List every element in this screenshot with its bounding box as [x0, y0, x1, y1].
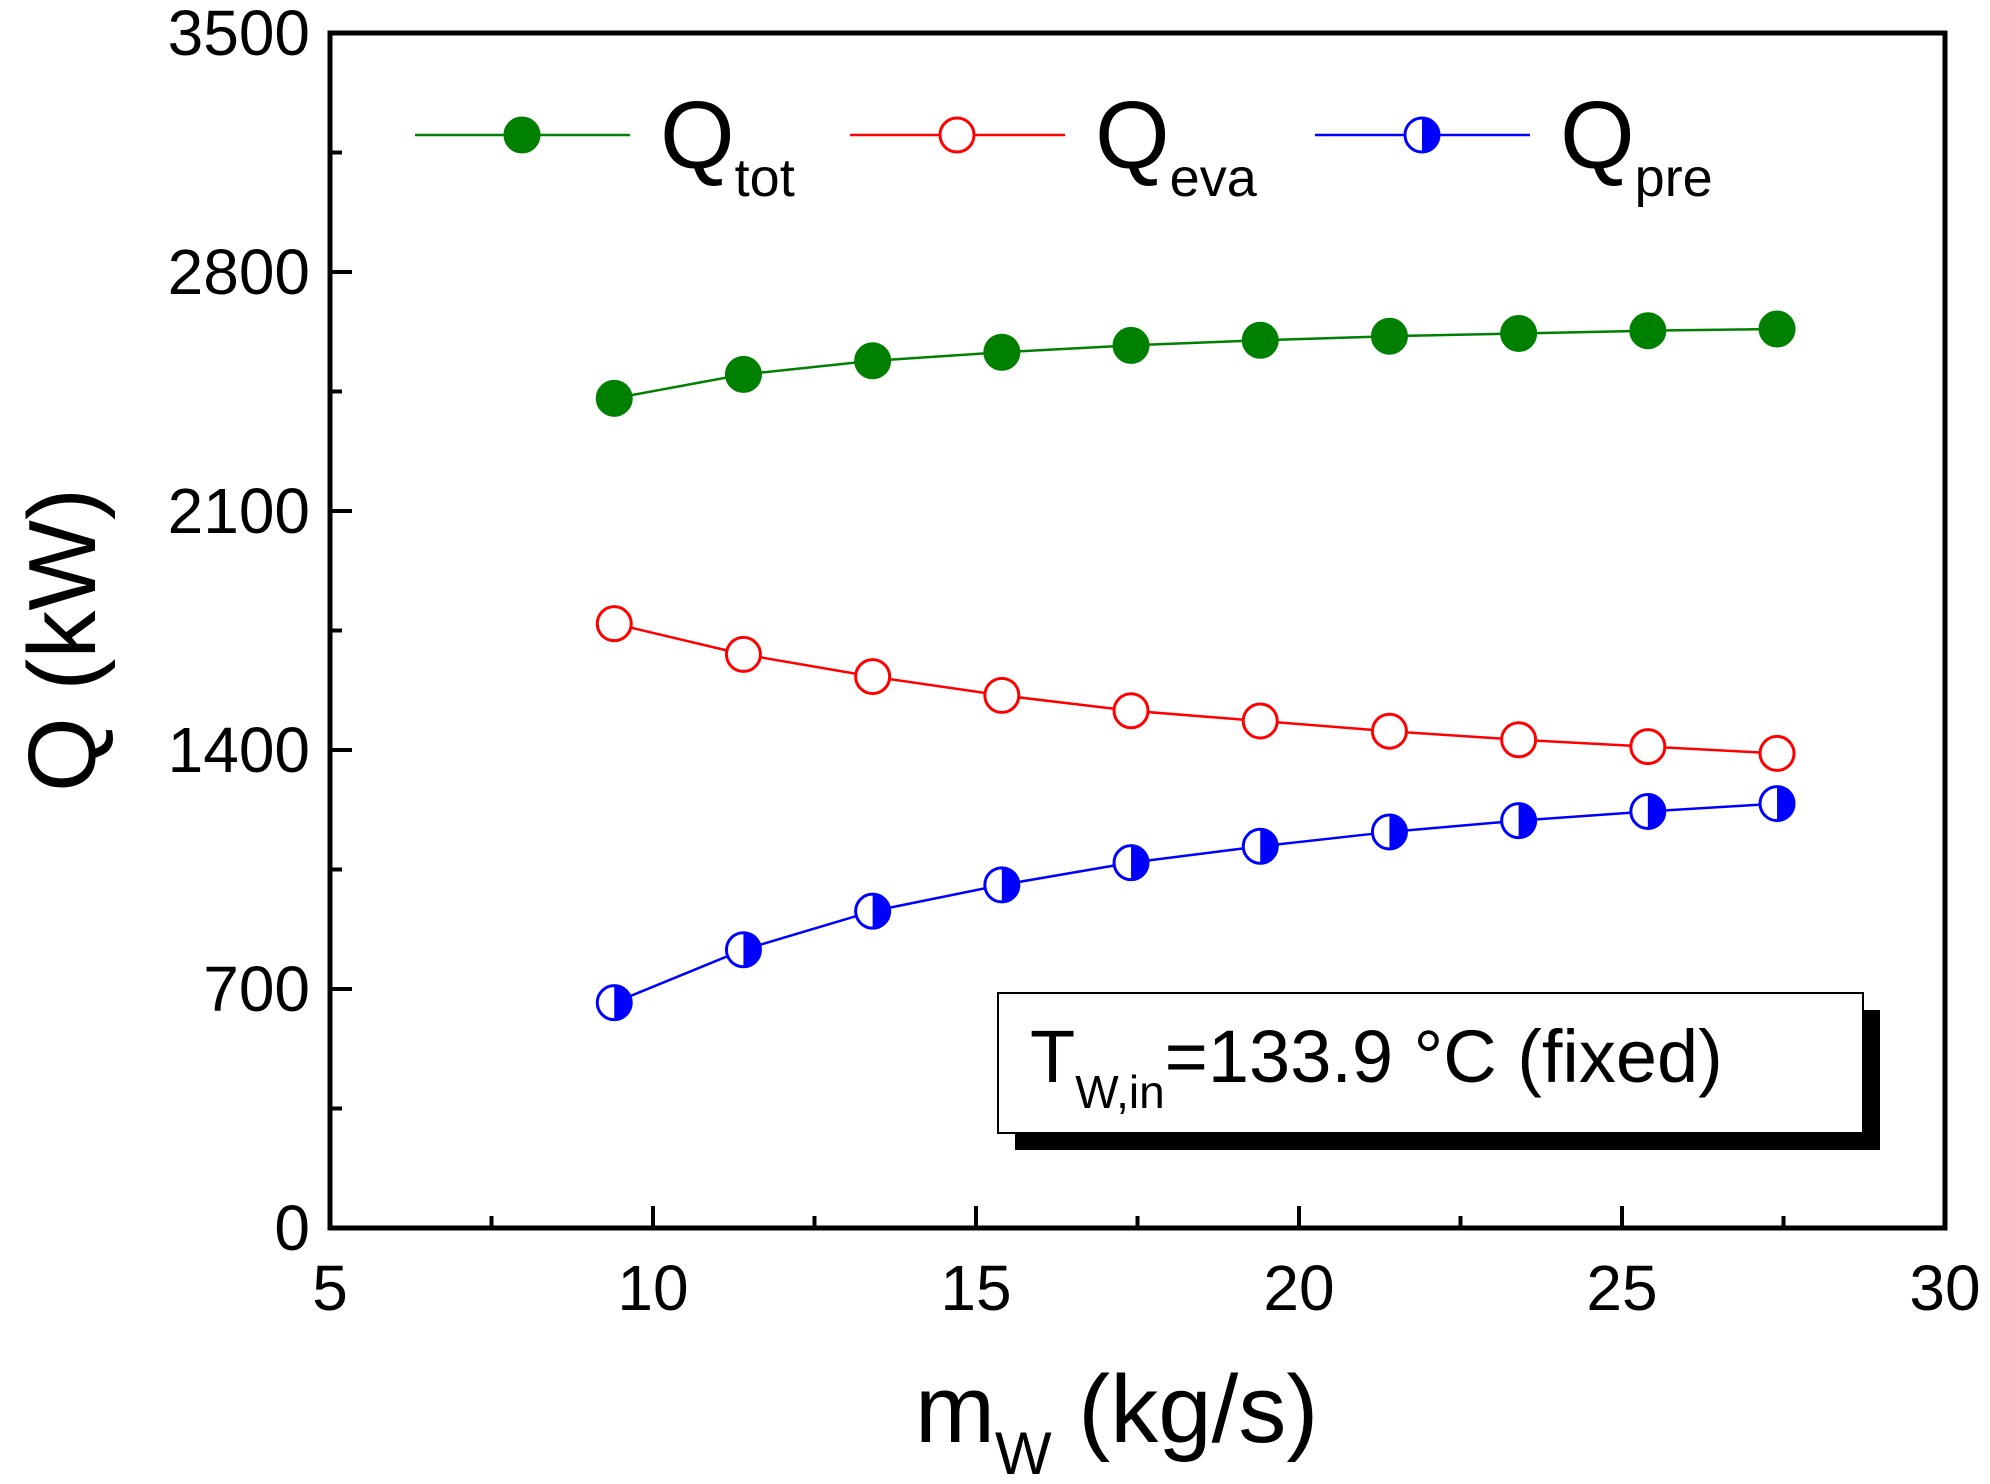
data-point: [938, 116, 976, 154]
x-axis-title-sub: W: [995, 1420, 1052, 1484]
tick-labels: 5 10 15 20 25 30 0 700 1400 2100 2800 3500: [168, 0, 1981, 1324]
data-point: [854, 658, 892, 696]
data-point-half-fill: [1389, 814, 1407, 849]
y-tick-label: 3500: [168, 0, 310, 69]
x-tick-label: 30: [1909, 1252, 1980, 1324]
series-line: [613, 622, 1778, 755]
data-point: [724, 931, 762, 969]
y-axis-title: Q (kW): [9, 488, 116, 792]
x-tick-label: 25: [1586, 1252, 1657, 1324]
data-point: [983, 866, 1021, 904]
data-point: [1500, 721, 1538, 759]
series-Q_pre: [595, 785, 1796, 1022]
x-axis-title-rest: (kg/s): [1052, 1356, 1319, 1463]
data-point: [1758, 310, 1796, 348]
x-axis-title-main: m: [915, 1356, 995, 1463]
data-point: [983, 333, 1021, 371]
annotation-frame: [997, 992, 1864, 1134]
x-tick-label: 20: [1263, 1252, 1334, 1324]
series-layer: [595, 310, 1796, 1022]
data-point: [1403, 116, 1441, 154]
legend-label: Qtot: [660, 82, 795, 208]
data-point: [1500, 314, 1538, 352]
x-tick-label: 15: [940, 1252, 1011, 1324]
data-point: [854, 342, 892, 380]
y-tick-label: 0: [274, 1192, 310, 1264]
series-Q_tot: [595, 310, 1796, 417]
data-point: [1370, 813, 1408, 851]
data-point: [1629, 728, 1667, 766]
data-point: [1500, 802, 1538, 840]
data-point: [1629, 792, 1667, 830]
data-point-half-fill: [872, 894, 890, 929]
legend-item-Q_pre: Qpre: [1315, 82, 1713, 208]
x-axis-title: mW (kg/s): [915, 1356, 1318, 1484]
series-line: [613, 802, 1778, 1004]
data-point: [1758, 785, 1796, 823]
data-point: [595, 605, 633, 643]
data-point: [724, 355, 762, 393]
data-point: [854, 892, 892, 930]
y-tick-label: 2100: [168, 475, 310, 547]
x-tick-label: 10: [617, 1252, 688, 1324]
annotation-box: TW,in=133.9 °C (fixed): [997, 992, 1880, 1150]
annotation-text: TW,in=133.9 °C (fixed): [1030, 1015, 1723, 1118]
data-point-half-fill: [1518, 803, 1536, 838]
data-point: [1629, 312, 1667, 350]
data-point-half-fill: [1001, 867, 1019, 902]
data-point-half-fill: [743, 932, 761, 967]
data-point-half-fill: [1647, 794, 1665, 829]
series-line: [614, 327, 1778, 400]
data-point: [595, 984, 633, 1022]
data-point: [1112, 326, 1150, 364]
data-point: [1241, 702, 1279, 740]
annotation-sub: W,in: [1075, 1066, 1164, 1118]
data-point: [503, 116, 541, 154]
data-point: [595, 379, 633, 417]
data-point: [1758, 734, 1796, 772]
data-point: [1370, 712, 1408, 750]
axis-ticks: [328, 31, 1947, 1230]
data-point-half-fill: [1777, 786, 1795, 821]
data-point-half-fill: [1422, 118, 1439, 152]
legend-item-Q_eva: Qeva: [850, 82, 1258, 208]
data-point-half-fill: [1131, 845, 1149, 880]
y-tick-label: 2800: [168, 236, 310, 308]
legend-label: Qeva: [1095, 82, 1258, 208]
x-tick-label: 5: [312, 1252, 348, 1324]
data-point: [1241, 321, 1279, 359]
data-point: [1112, 692, 1150, 730]
data-point-half-fill: [1260, 829, 1278, 864]
y-tick-label: 1400: [168, 714, 310, 786]
annotation-rest: =133.9 °C (fixed): [1165, 1015, 1723, 1098]
data-point: [724, 635, 762, 673]
data-point: [983, 676, 1021, 714]
legend-item-Q_tot: Qtot: [415, 82, 795, 208]
data-point: [1370, 317, 1408, 355]
legend: Qtot Qeva Qpre: [415, 82, 1713, 208]
data-point: [1112, 844, 1150, 882]
series-Q_eva: [595, 605, 1796, 772]
annotation-main: T: [1030, 1015, 1075, 1098]
y-tick-label: 700: [203, 953, 310, 1025]
data-point: [1241, 827, 1279, 865]
data-point-half-fill: [614, 985, 632, 1020]
legend-label: Qpre: [1560, 82, 1713, 208]
